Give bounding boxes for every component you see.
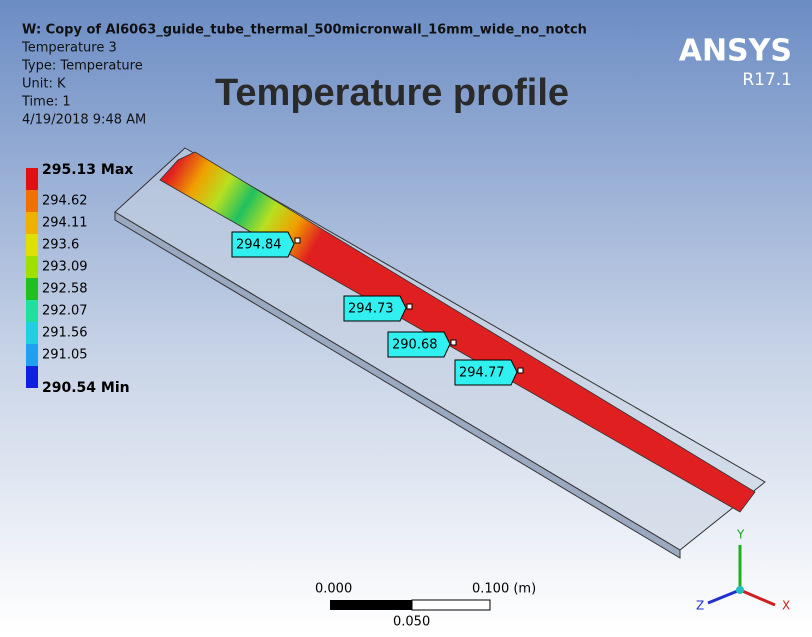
legend-label: 290.54 Min — [42, 380, 130, 396]
probe-point — [451, 340, 456, 345]
header-line: 4/19/2018 9:48 AM — [22, 113, 146, 128]
header-line: Temperature 3 — [21, 41, 117, 56]
probe-point — [407, 304, 412, 309]
legend-swatch — [26, 344, 38, 366]
triad-label: Y — [736, 528, 745, 542]
logo-version: R17.1 — [742, 70, 792, 90]
viewport: W: Copy of Al6063_guide_tube_thermal_500… — [0, 0, 812, 633]
scale-label: 0.100 (m) — [472, 582, 536, 597]
probe-label: 290.68 — [392, 338, 438, 353]
title: Temperature profile — [215, 72, 569, 114]
legend-label: 292.07 — [42, 304, 88, 319]
legend-label: 291.56 — [42, 326, 88, 341]
legend-swatch — [26, 234, 38, 256]
legend-label: 292.58 — [42, 282, 88, 297]
probe-label: 294.73 — [348, 302, 394, 317]
legend-label: 293.6 — [42, 238, 79, 253]
scale-label: 0.000 — [315, 582, 352, 597]
legend-label: 294.11 — [42, 216, 88, 231]
legend-label: 291.05 — [42, 348, 88, 363]
scale-bar-white — [412, 600, 490, 610]
legend-swatch — [26, 366, 38, 388]
header-line: Unit: K — [22, 77, 66, 92]
probe-label: 294.77 — [459, 366, 505, 381]
header-line: Time: 1 — [21, 95, 71, 110]
triad-label: Z — [696, 599, 704, 613]
legend-swatch — [26, 322, 38, 344]
legend-swatch — [26, 300, 38, 322]
legend-swatch — [26, 278, 38, 300]
legend-label: 295.13 Max — [42, 162, 133, 178]
triad-label: X — [782, 599, 790, 613]
header-line: Type: Temperature — [21, 59, 143, 74]
triad-origin — [736, 586, 744, 594]
logo-name: ANSYS — [679, 34, 792, 69]
header-line: W: Copy of Al6063_guide_tube_thermal_500… — [22, 23, 587, 38]
legend-swatch — [26, 256, 38, 278]
legend-swatch — [26, 190, 38, 212]
legend-label: 293.09 — [42, 260, 88, 275]
probe-point — [518, 368, 523, 373]
legend-swatch — [26, 168, 38, 190]
scale-bar-black — [330, 600, 412, 610]
legend-swatch — [26, 212, 38, 234]
probe-point — [295, 238, 300, 243]
probe-label: 294.84 — [236, 238, 282, 253]
scale-label: 0.050 — [393, 615, 430, 630]
legend-label: 294.62 — [42, 194, 88, 209]
